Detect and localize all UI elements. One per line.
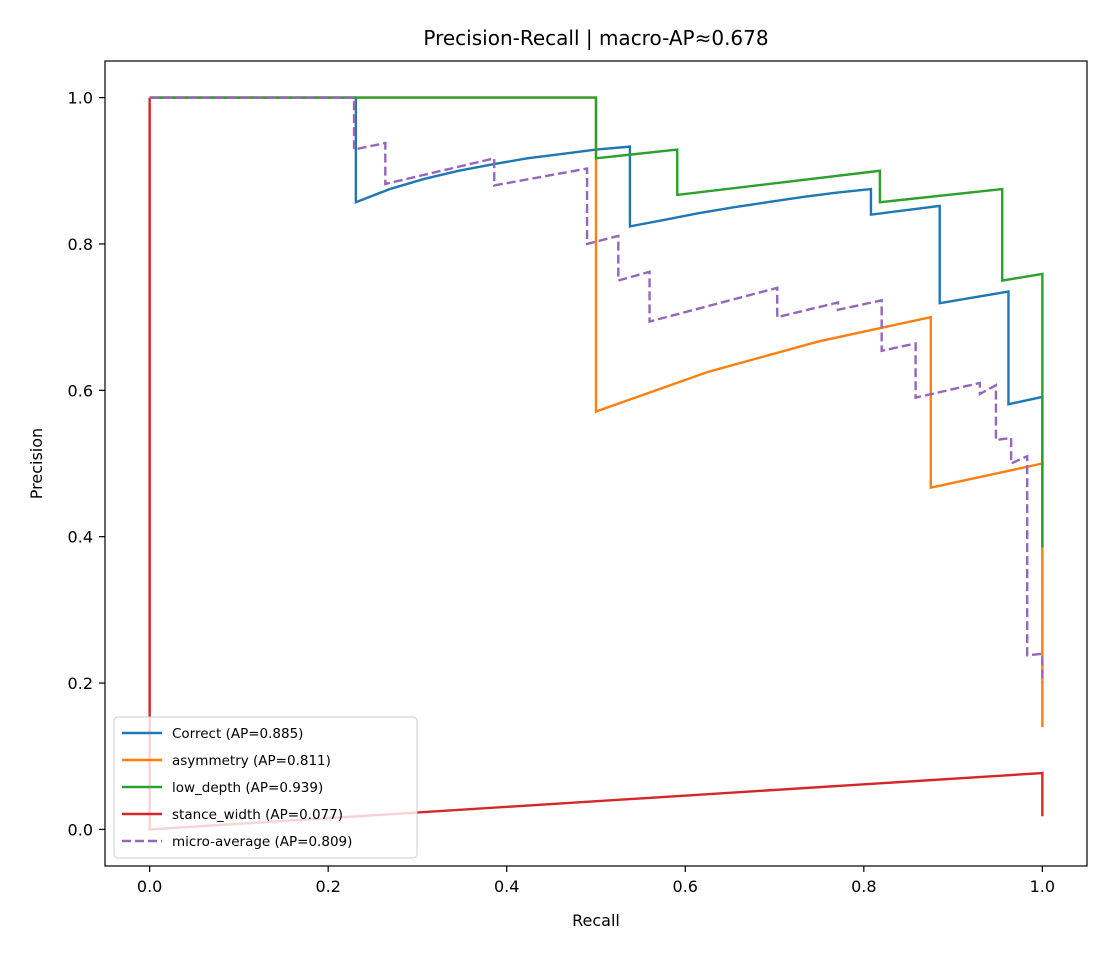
series-line-3 xyxy=(148,97,1044,831)
plot-area xyxy=(148,96,1044,831)
y-tick-label: 1.0 xyxy=(68,89,93,108)
legend-label: stance_width (AP=0.077) xyxy=(172,807,343,823)
y-tick-label: 0.2 xyxy=(68,674,93,693)
series-line-0 xyxy=(149,96,1044,544)
legend-label: asymmetry (AP=0.811) xyxy=(172,753,331,769)
plot-frame xyxy=(104,60,1088,867)
y-tick-label: 0.6 xyxy=(68,381,93,400)
y-tick-label: 0.4 xyxy=(68,528,93,547)
y-tick-label: 0.8 xyxy=(68,235,93,254)
chart-title: Precision-Recall | macro-AP≈0.678 xyxy=(423,26,768,50)
y-tick-label: 0.0 xyxy=(68,820,93,839)
y-axis-label: Precision xyxy=(27,428,46,499)
x-tick-label: 0.8 xyxy=(851,877,876,896)
legend-label: micro-average (AP=0.809) xyxy=(172,834,352,850)
x-axis-label: Recall xyxy=(572,911,620,930)
x-tick-label: 1.0 xyxy=(1030,877,1055,896)
legend-label: Correct (AP=0.885) xyxy=(172,726,303,742)
series-line-1 xyxy=(149,96,1044,727)
x-tick-label: 0.0 xyxy=(137,877,162,896)
legend: Correct (AP=0.885) asymmetry (AP=0.811) lo… xyxy=(113,716,418,859)
series-line-2 xyxy=(149,96,1044,548)
legend-box xyxy=(113,716,418,859)
x-tick-label: 0.2 xyxy=(315,877,340,896)
x-tick-label: 0.4 xyxy=(494,877,519,896)
axes: 0.0 0.2 0.4 0.6 0.8 1.0 0.0 0.2 0.4 0.6 0.8 1.0 xyxy=(68,60,1088,896)
x-tick-label: 0.6 xyxy=(673,877,698,896)
legend-label: low_depth (AP=0.939) xyxy=(172,780,323,796)
series-line-4 xyxy=(149,96,1044,684)
